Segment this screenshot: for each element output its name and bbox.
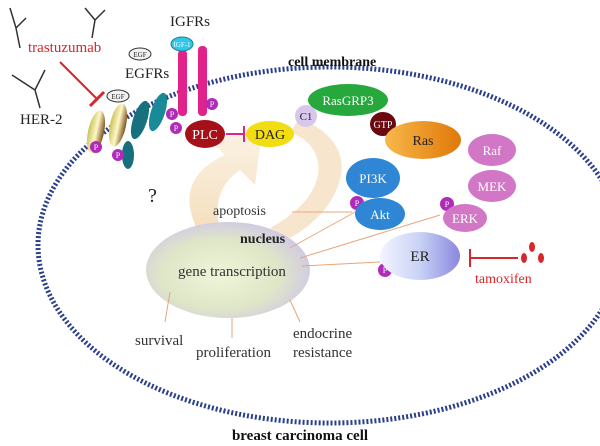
resistance-label: resistance bbox=[293, 345, 352, 361]
svg-text:P: P bbox=[445, 200, 450, 209]
raf-node: Raf bbox=[468, 134, 516, 166]
plc-node: PLC bbox=[185, 120, 225, 148]
svg-text:MEK: MEK bbox=[478, 179, 508, 194]
endocrine-label: endocrine bbox=[293, 326, 352, 342]
survival-label: survival bbox=[135, 333, 183, 349]
svg-text:EGF: EGF bbox=[133, 51, 146, 59]
svg-text:P: P bbox=[210, 100, 215, 109]
svg-text:Ras: Ras bbox=[413, 134, 434, 149]
antibody-icon bbox=[9, 7, 106, 109]
nucleus-label: nucleus bbox=[240, 232, 286, 247]
igfr-receptor: IGF-1 bbox=[170, 36, 207, 116]
svg-text:Akt: Akt bbox=[370, 207, 390, 222]
erk-node: ERK bbox=[443, 204, 487, 232]
svg-text:PI3K: PI3K bbox=[359, 171, 387, 186]
mek-node: MEK bbox=[468, 170, 516, 202]
proliferation-label: proliferation bbox=[196, 345, 271, 361]
svg-text:ER: ER bbox=[410, 249, 429, 265]
ras-node: Ras bbox=[385, 121, 461, 159]
igfrs-label: IGFRs bbox=[170, 14, 210, 30]
c1-node: C1 bbox=[295, 105, 317, 127]
breast-carcinoma-cell-label: breast carcinoma cell bbox=[232, 428, 368, 444]
akt-node: Akt bbox=[355, 198, 405, 230]
svg-text:PLC: PLC bbox=[192, 128, 218, 143]
gene-transcription-label: gene transcription bbox=[178, 264, 286, 280]
tamoxifen-molecule-icon bbox=[521, 242, 544, 263]
svg-text:DAG: DAG bbox=[255, 128, 285, 143]
her2-receptor bbox=[86, 103, 128, 154]
svg-text:C1: C1 bbox=[300, 111, 313, 123]
svg-text:GTP: GTP bbox=[374, 120, 393, 131]
tamoxifen-label: tamoxifen bbox=[475, 272, 532, 287]
egf-ligand-icon: EGF EGF bbox=[106, 47, 152, 103]
effect-lines bbox=[164, 211, 441, 338]
igf1-label: IGF-1 bbox=[173, 41, 191, 49]
svg-text:P: P bbox=[174, 124, 179, 133]
pi3k-node: PI3K bbox=[346, 158, 400, 198]
question-mark: ? bbox=[148, 185, 157, 207]
svg-text:P: P bbox=[116, 151, 121, 160]
svg-text:EGF: EGF bbox=[111, 93, 124, 101]
her2-label: HER-2 bbox=[20, 112, 63, 128]
rasgrp3-node: RasGRP3 bbox=[308, 84, 388, 116]
trastuzumab-label: trastuzumab bbox=[28, 40, 101, 56]
cell-membrane-label: cell membrane bbox=[288, 55, 376, 70]
trastuzumab-inhibition bbox=[59, 61, 99, 101]
rasgrp3-to-nucleus-arrow bbox=[270, 118, 342, 238]
svg-text:Raf: Raf bbox=[483, 143, 502, 158]
egfr-receptor bbox=[122, 92, 168, 169]
er-node: ER bbox=[380, 232, 460, 280]
svg-text:P: P bbox=[355, 199, 360, 208]
dag-node: DAG bbox=[246, 121, 294, 147]
svg-text:RasGRP3: RasGRP3 bbox=[322, 93, 373, 108]
nucleus-export-arrow bbox=[189, 130, 262, 235]
svg-text:P: P bbox=[383, 266, 388, 275]
gtp-node: GTP bbox=[370, 112, 396, 136]
svg-text:P: P bbox=[94, 143, 99, 152]
apoptosis-label: apoptosis bbox=[213, 204, 266, 219]
nucleus bbox=[146, 222, 310, 318]
svg-text:ERK: ERK bbox=[452, 211, 479, 226]
egfrs-label: EGFRs bbox=[125, 66, 169, 82]
cell-membrane bbox=[35, 64, 600, 426]
svg-text:P: P bbox=[170, 110, 175, 119]
